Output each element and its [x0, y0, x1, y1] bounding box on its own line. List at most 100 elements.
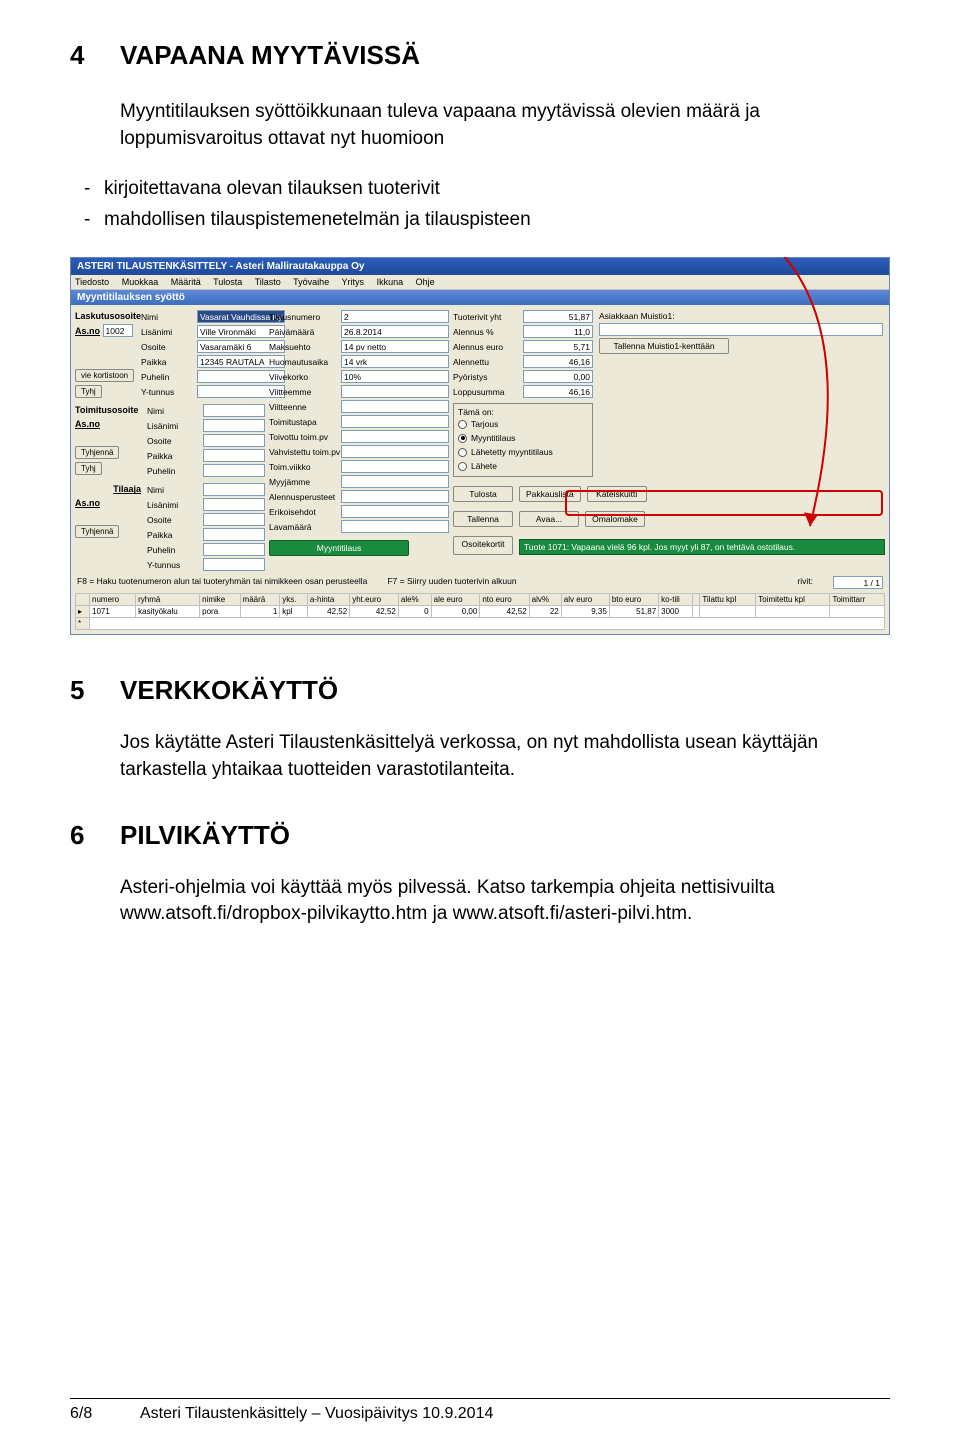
- grid-col[interactable]: Toimittarr: [830, 594, 885, 606]
- grid-col[interactable]: Toimitettu kpl: [756, 594, 830, 606]
- clear-button[interactable]: Tyhjennä: [75, 525, 119, 538]
- radio-option[interactable]: Tarjous: [458, 417, 588, 431]
- grid-col[interactable]: ale%: [398, 594, 431, 606]
- save-memo-button[interactable]: Tallenna Muistio1-kenttään: [599, 338, 729, 354]
- grid-cell[interactable]: [700, 606, 756, 618]
- clear-button[interactable]: Tyhj: [75, 385, 102, 398]
- grid-cell[interactable]: 1: [240, 606, 280, 618]
- grid-col[interactable]: alv%: [529, 594, 561, 606]
- product-lines-grid[interactable]: numero ryhmä nimike määrä yks. a-hinta y…: [75, 593, 885, 630]
- print-button[interactable]: Tulosta: [453, 486, 513, 502]
- input-field[interactable]: [203, 419, 265, 432]
- grid-data-row[interactable]: ▸ 1071 kasityökalu pora 1 kpl 42,52 42,5…: [76, 606, 885, 618]
- input-field[interactable]: [341, 505, 449, 518]
- input-field[interactable]: [203, 483, 265, 496]
- row-selector-icon[interactable]: ▸: [76, 606, 90, 618]
- grid-cell[interactable]: [830, 606, 885, 618]
- menu-item[interactable]: Tulosta: [213, 277, 242, 287]
- input-field[interactable]: 26.8.2014: [341, 325, 449, 338]
- menu-item[interactable]: Määritä: [171, 277, 201, 287]
- new-row-icon[interactable]: *: [76, 618, 90, 630]
- grid-cell[interactable]: pora: [200, 606, 240, 618]
- grid-col[interactable]: bto euro: [609, 594, 658, 606]
- grid-col[interactable]: numero: [90, 594, 136, 606]
- grid-cell[interactable]: [693, 606, 700, 618]
- grid-new-row[interactable]: *: [76, 618, 885, 630]
- field-label: Viitteemme: [269, 387, 341, 397]
- input-field[interactable]: [203, 528, 265, 541]
- input-field[interactable]: 14 pv netto: [341, 340, 449, 353]
- grid-col[interactable]: ryhmä: [136, 594, 200, 606]
- grid-col[interactable]: yht.euro: [350, 594, 399, 606]
- input-field[interactable]: [341, 475, 449, 488]
- field-label: Nimi: [147, 406, 203, 416]
- grid-cell[interactable]: 9,35: [561, 606, 609, 618]
- menu-item[interactable]: Ikkuna: [377, 277, 404, 287]
- menu-item[interactable]: Muokkaa: [122, 277, 159, 287]
- grid-col[interactable]: nimike: [200, 594, 240, 606]
- input-field[interactable]: [341, 385, 449, 398]
- grid-col[interactable]: ale euro: [431, 594, 480, 606]
- grid-cell[interactable]: 1071: [90, 606, 136, 618]
- input-field[interactable]: [203, 513, 265, 526]
- readonly-value: 0,00: [523, 370, 593, 383]
- input-field[interactable]: [341, 490, 449, 503]
- menu-item[interactable]: Työvaihe: [293, 277, 329, 287]
- clear-button[interactable]: Tyhjennä: [75, 446, 119, 459]
- grid-cell[interactable]: kasityökalu: [136, 606, 200, 618]
- input-field[interactable]: [203, 498, 265, 511]
- input-field[interactable]: [341, 400, 449, 413]
- input-field[interactable]: [203, 543, 265, 556]
- menu-item[interactable]: Tilasto: [255, 277, 281, 287]
- menu-item[interactable]: Tiedosto: [75, 277, 109, 287]
- section-4-heading: 4 VAPAANA MYYTÄVISSÄ: [70, 40, 890, 71]
- input-field[interactable]: [203, 434, 265, 447]
- input-field[interactable]: [203, 464, 265, 477]
- myyntitilaus-button[interactable]: Myyntitilaus: [269, 540, 409, 556]
- grid-cell[interactable]: kpl: [280, 606, 308, 618]
- grid-cell[interactable]: 42,52: [350, 606, 399, 618]
- grid-col[interactable]: ko-tili: [659, 594, 693, 606]
- save-button[interactable]: Tallenna: [453, 511, 513, 527]
- address-cards-button[interactable]: Osoitekortit: [453, 536, 513, 555]
- grid-col[interactable]: nto euro: [480, 594, 529, 606]
- input-field[interactable]: [341, 520, 449, 533]
- input-field[interactable]: 14 vrk: [341, 355, 449, 368]
- grid-cell[interactable]: 42,52: [480, 606, 529, 618]
- grid-cell[interactable]: 3000: [659, 606, 693, 618]
- section-6-heading: 6 PILVIKÄYTTÖ: [70, 820, 890, 851]
- radio-option[interactable]: Myyntitilaus: [458, 431, 588, 445]
- memo-field[interactable]: [599, 323, 883, 336]
- field-label: Osoite: [141, 342, 197, 352]
- grid-cell[interactable]: [756, 606, 830, 618]
- radio-option[interactable]: Lähetetty myyntitilaus: [458, 445, 588, 459]
- radio-option[interactable]: Lähete: [458, 459, 588, 473]
- input-field[interactable]: [341, 415, 449, 428]
- asno-field[interactable]: 1002: [103, 324, 133, 337]
- grid-col[interactable]: määrä: [240, 594, 280, 606]
- input-field[interactable]: [203, 558, 265, 571]
- input-field[interactable]: 10%: [341, 370, 449, 383]
- section-6-title: PILVIKÄYTTÖ: [120, 820, 290, 851]
- grid-cell[interactable]: 51,87: [609, 606, 658, 618]
- grid-cell[interactable]: 0,00: [431, 606, 480, 618]
- grid-col[interactable]: [693, 594, 700, 606]
- input-field[interactable]: [341, 430, 449, 443]
- menu-item[interactable]: Ohje: [416, 277, 435, 287]
- input-field[interactable]: [341, 460, 449, 473]
- menu-item[interactable]: Yritys: [342, 277, 365, 287]
- memo-column: Asiakkaan Muistio1: Tallenna Muistio1-ke…: [597, 309, 885, 477]
- grid-cell[interactable]: 22: [529, 606, 561, 618]
- input-field[interactable]: [203, 449, 265, 462]
- grid-col[interactable]: a-hinta: [307, 594, 349, 606]
- grid-col[interactable]: yks.: [280, 594, 308, 606]
- grid-col[interactable]: alv euro: [561, 594, 609, 606]
- grid-cell[interactable]: 42,52: [307, 606, 349, 618]
- input-field[interactable]: [341, 445, 449, 458]
- grid-cell[interactable]: 0: [398, 606, 431, 618]
- grid-col[interactable]: Tilattu kpl: [700, 594, 756, 606]
- input-field[interactable]: [203, 404, 265, 417]
- to-registry-button[interactable]: vie kortistoon: [75, 369, 134, 382]
- input-field[interactable]: 2: [341, 310, 449, 323]
- clear-button[interactable]: Tyhj: [75, 462, 102, 475]
